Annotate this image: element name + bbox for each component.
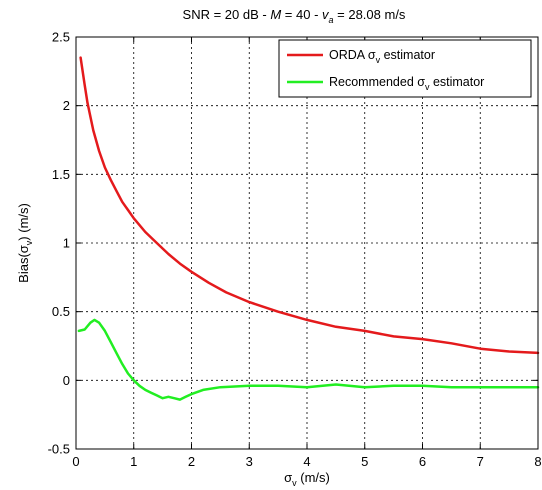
legend-box xyxy=(278,39,532,98)
grid xyxy=(76,37,538,449)
x-tick-label: 6 xyxy=(419,454,426,469)
x-axis-label: σv (m/s) xyxy=(284,470,330,488)
y-tick-label: -0.5 xyxy=(48,442,70,457)
legend-label-orda: ORDA σv estimator xyxy=(329,48,435,65)
y-tick-label: 2.5 xyxy=(52,30,70,45)
series-line-recommended xyxy=(77,318,540,401)
series-line-orda xyxy=(79,56,540,355)
x-tick-label: 2 xyxy=(188,454,195,469)
y-tick-label: 1 xyxy=(63,236,70,251)
x-tick-label: 4 xyxy=(303,454,310,469)
y-tick-label: 0 xyxy=(63,373,70,388)
x-tick-label: 3 xyxy=(246,454,253,469)
y-tick-label: 1.5 xyxy=(52,167,70,182)
x-tick-label: 5 xyxy=(361,454,368,469)
x-tick-label: 1 xyxy=(130,454,137,469)
x-tick-label: 8 xyxy=(534,454,541,469)
y-axis-label: Bias(σv) (m/s) xyxy=(16,203,34,283)
series-layer xyxy=(77,56,540,401)
chart-title: SNR = 20 dB - M = 40 - va = 28.08 m/s xyxy=(183,7,406,25)
legend: ORDA σv estimator Recommended σv estimat… xyxy=(278,39,532,98)
y-tick-label: 0.5 xyxy=(52,304,70,319)
y-tick-label: 2 xyxy=(63,98,70,113)
legend-label-recommended: Recommended σv estimator xyxy=(329,75,484,92)
ticks: 0 1 2 3 4 5 6 7 8-0.500.511.522.5 xyxy=(48,30,542,470)
x-tick-label: 0 xyxy=(72,454,79,469)
x-tick-label: 7 xyxy=(477,454,484,469)
